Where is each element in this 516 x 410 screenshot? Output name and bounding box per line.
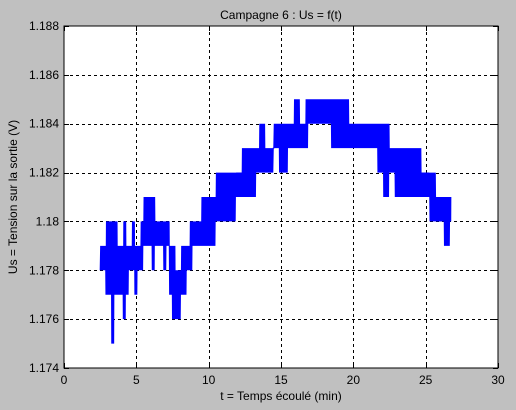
x-tick-label: 15 — [274, 373, 288, 387]
series-line — [99, 99, 452, 344]
axis-ticks — [64, 26, 499, 369]
x-tick-label: 20 — [347, 373, 361, 387]
x-tick-label: 25 — [419, 373, 433, 387]
x-axis-label: t = Temps écoulé (min) — [220, 389, 342, 403]
y-tick-label: 1.182 — [29, 166, 59, 180]
y-tick-label: 1.184 — [29, 117, 59, 131]
y-axis-label: Us = Tension sur la sortie (V) — [6, 120, 20, 274]
x-tick-labels: 0 5 10 15 20 25 30 — [61, 373, 505, 387]
series-layer — [99, 99, 452, 344]
y-tick-label: 1.186 — [29, 68, 59, 82]
x-tick-label: 30 — [491, 373, 505, 387]
x-tick-label: 5 — [133, 373, 140, 387]
y-tick-label: 1.18 — [36, 214, 60, 228]
x-tick-label: 10 — [202, 373, 216, 387]
y-tick-label: 1.174 — [29, 361, 59, 375]
x-tick-label: 0 — [61, 373, 68, 387]
y-tick-labels: 1.174 1.176 1.178 1.18 1.182 1.184 1.186 1.188 — [29, 19, 59, 375]
y-tick-label: 1.178 — [29, 263, 59, 277]
chart-title: Campagne 6 : Us = f(t) — [220, 8, 342, 22]
y-tick-label: 1.188 — [29, 19, 59, 33]
y-tick-label: 1.176 — [29, 312, 59, 326]
